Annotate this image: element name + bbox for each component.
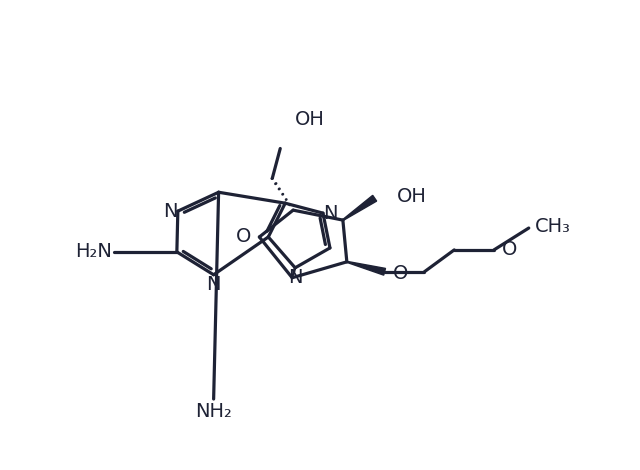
Text: O: O <box>502 241 517 259</box>
Text: NH₂: NH₂ <box>195 402 232 421</box>
Polygon shape <box>347 261 385 275</box>
Text: O: O <box>236 227 252 246</box>
Text: N: N <box>288 268 302 287</box>
Text: N: N <box>206 275 221 294</box>
Text: H₂N: H₂N <box>76 243 112 261</box>
Text: O: O <box>392 264 408 283</box>
Text: N: N <box>163 202 178 220</box>
Text: OH: OH <box>397 187 426 206</box>
Text: N: N <box>323 204 337 223</box>
Polygon shape <box>342 196 377 220</box>
Text: OH: OH <box>295 110 325 129</box>
Text: CH₃: CH₃ <box>535 217 571 235</box>
